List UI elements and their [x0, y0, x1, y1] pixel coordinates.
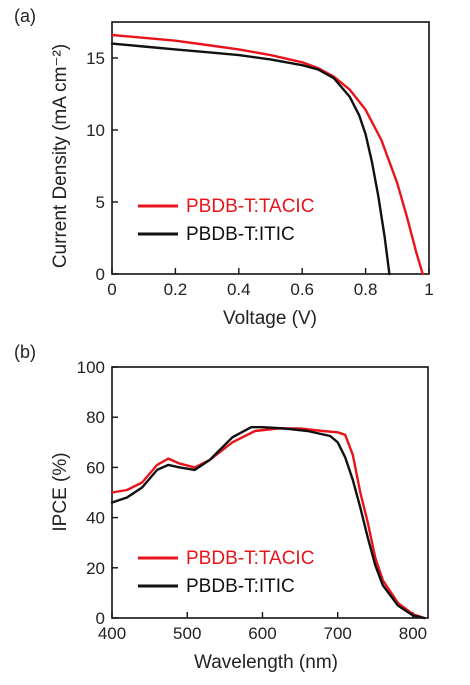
- panel-a-label: (a): [14, 6, 36, 26]
- panel-b-legend-label: PBDB-T:TACIC: [186, 548, 314, 569]
- panel-b-chart: (b) IPCE (%) Wavelength (nm) 400 500 600 70…: [14, 342, 429, 673]
- panel-a-x-tick-label: 0.2: [164, 280, 188, 299]
- panel-b-x-tick-label: 600: [248, 624, 276, 643]
- panel-b-x-tick-label: 700: [324, 624, 352, 643]
- panel-b-legend-label: PBDB-T:ITIC: [186, 576, 295, 597]
- panel-b-x-tick-label: 500: [173, 624, 201, 643]
- panel-b-series-line-tacic: [110, 427, 426, 620]
- panel-a-plot-frame: [111, 21, 430, 275]
- panel-a-legend-label: PBDB-T:TACIC: [186, 196, 314, 217]
- panel-a-x-tick-label: 0.8: [354, 280, 378, 299]
- panel-a-chart: (a) Current Density (mA cm⁻²) Voltage (V…: [14, 6, 434, 329]
- panel-b-y-tick-label: 100: [77, 358, 105, 377]
- panel-b-y-tick-label: 40: [86, 509, 105, 528]
- panel-b-y-tick-label: 80: [86, 408, 105, 427]
- panel-b-x-tick-label: 800: [399, 624, 427, 643]
- panel-a-series-line-itic: [110, 42, 391, 276]
- panel-a-x-tick-label: 0: [107, 280, 116, 299]
- panel-b-x-tick-label: 400: [98, 624, 126, 643]
- panel-b-label: (b): [14, 342, 36, 362]
- panel-b-x-axis-label: Wavelength (nm): [194, 652, 338, 673]
- panel-a-x-tick-label: 0.4: [227, 280, 251, 299]
- panel-b-y-tick-label: 20: [86, 559, 105, 578]
- panel-a-series-line-tacic: [110, 33, 424, 276]
- panel-b-y-tick-label: 0: [96, 609, 105, 628]
- panel-a-y-tick-label: 5: [96, 193, 105, 212]
- panel-b-y-axis-label: IPCE (%): [50, 452, 71, 531]
- panel-a-x-axis-label: Voltage (V): [223, 308, 317, 329]
- panel-a-y-axis-label: Current Density (mA cm⁻²): [50, 44, 71, 268]
- panel-b-y-tick-label: 60: [86, 458, 105, 477]
- panel-b-series-line-itic: [110, 426, 426, 620]
- panel-a-x-tick-label: 0.6: [290, 280, 314, 299]
- panel-a-x-tick-label: 1: [424, 280, 433, 299]
- panel-a-legend-label: PBDB-T:ITIC: [186, 224, 295, 245]
- panel-a-y-tick-label: 15: [86, 49, 105, 68]
- panel-a-y-tick-label: 10: [86, 121, 105, 140]
- panel-a-y-tick-label: 0: [96, 265, 105, 284]
